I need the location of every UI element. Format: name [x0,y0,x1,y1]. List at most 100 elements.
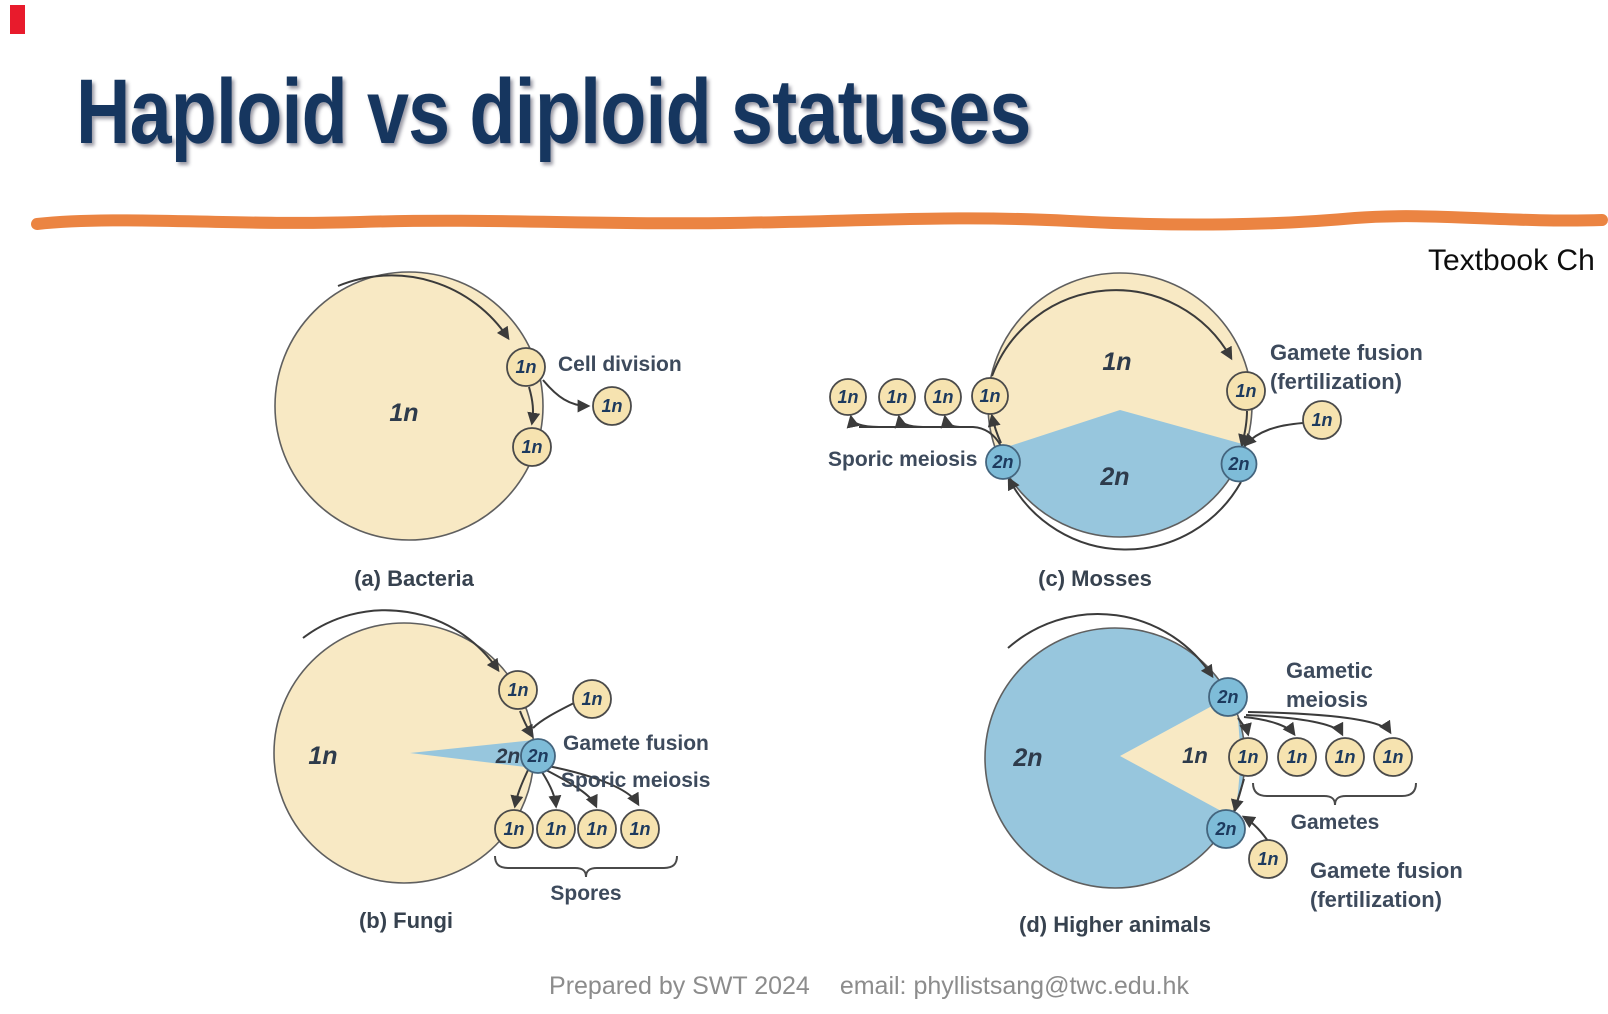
daughter-cell-label: 1n [601,396,622,416]
haploid-cycle-region [275,272,543,540]
meiosis-arrow-2 [541,771,562,809]
spore-node-4-label: 1n [979,386,1000,406]
haploid-phase-label: 1n [1102,348,1131,376]
cycle-outline [274,271,544,541]
fungi-diagram: 1n 1n 2n 1n 2n 1n 1n 1n 1n Spores Gamete… [273,609,710,933]
gamete-fusion-label-line2: (fertilization) [1270,369,1402,394]
gamete-node-1 [1228,737,1268,777]
spore-node-4 [971,377,1009,415]
spore-node-1-label: 1n [837,387,858,407]
edge-gamete-node [498,670,538,710]
fusion-arrow-edge-gamete [1238,410,1251,448]
spores-label: Spores [550,882,621,905]
free-gamete-node [1302,400,1342,440]
footer-email-label: email: phyllistsang@twc.edu.hk [839,972,1189,1000]
lower-cell-label: 1n [521,437,542,457]
meiosis-arrow-1 [510,769,529,809]
page-title: Haploid vs diploid statuses [76,61,1031,163]
spore-arrow-4 [987,413,1002,444]
gamete-node-2 [1277,737,1317,777]
gamete-node-2-label: 1n [1286,747,1307,767]
meiosis-arrow-3 [545,769,598,809]
edge-gamete-label: 1n [507,680,528,700]
diploid-cycle-arrow [1007,613,1214,679]
spore-node-3-label: 1n [932,387,953,407]
spore-node-4-label: 1n [629,819,650,839]
right-zygote-node [1220,445,1258,483]
mosses-caption: (c) Mosses [1038,566,1152,591]
spore-node-3-label: 1n [586,819,607,839]
spore-node-1-label: 1n [503,819,524,839]
spore-arrow-1 [846,414,880,429]
haploid-phase-label: 1n [1182,743,1208,768]
free-gamete-label: 1n [1257,849,1278,869]
free-gamete-label: 1n [581,689,602,709]
gamete-fusion-label-line1: Gamete fusion [1310,858,1463,883]
free-gamete-join-line [532,702,575,729]
lower-cell-node [512,427,552,467]
spore-node-2 [536,809,576,849]
spore-arrow-2 [894,414,924,429]
gametic-meiosis-label-line1: Gametic [1286,658,1373,683]
sporic-meiosis-label: Sporic meiosis [828,448,977,471]
spore-arrow-3 [940,414,961,429]
gamete-node-4-label: 1n [1382,747,1403,767]
spore-node-2-label: 1n [886,387,907,407]
free-gamete-node [572,679,612,719]
mosses-diagram: 1n 1n 1n 1n 2n 2n 1n 1n 1n 2n Sporic mei… [828,272,1423,591]
meiosis-arrow-1 [1237,717,1252,737]
spore-node-1 [829,378,867,416]
haploid-phase-label: 1n [308,742,337,770]
diploid-sporophyte-region [988,410,1252,537]
spore-node-4 [620,809,660,849]
sporic-meiosis-trunk-line [859,426,1002,447]
bacteria-caption: (a) Bacteria [354,566,475,591]
red-corner-mark [10,5,25,34]
zygote-node-label: 2n [526,746,548,766]
diploid-cycle-region [985,628,1245,888]
edge-gamete-node [1226,371,1266,411]
diploid-wedge-label: 2n [495,745,521,768]
free-gamete-node [1248,839,1288,879]
meiosis-arrow-2 [1243,716,1296,737]
zygote-node [1206,809,1246,849]
gamete-node-1-label: 1n [1237,747,1258,767]
meiosis-arrow-3 [1245,714,1344,737]
meiocyte-node [1208,677,1248,717]
gamete-fusion-label-line2: (fertilization) [1310,887,1442,912]
sporophyte-cycle-arrow [1007,476,1242,551]
gamete-fusion-label: Gamete fusion [563,732,709,755]
division-arrow-down [527,386,541,426]
orange-wavy-divider [31,210,1608,231]
diploid-wedge-region [410,740,534,768]
textbook-ref-label: Textbook Ch [1428,244,1595,277]
left-zygote-node [985,444,1021,480]
cell-division-cycle-arrow [337,274,510,341]
spore-node-3 [924,378,962,416]
spore-node-2 [878,378,916,416]
haploid-wedge-region [1120,694,1240,818]
fusion-arrow-down [1230,778,1245,813]
gametic-meiosis-label-line2: meiosis [1286,687,1368,712]
spore-node-1 [494,809,534,849]
higher-animals-caption: (d) Higher animals [1019,912,1211,937]
spore-node-2-label: 1n [545,819,566,839]
gamete-node-3-label: 1n [1334,747,1355,767]
sporic-meiosis-label: Sporic meiosis [561,769,710,792]
parent-cell-node [506,347,546,387]
gamete-fusion-label-line1: Gamete fusion [1270,340,1423,365]
spores-brace [494,855,678,878]
gamete-node-4 [1373,737,1413,777]
right-zygote-label: 2n [1227,454,1249,474]
cell-division-label: Cell division [558,353,682,376]
footer: Prepared by SWT 2024 email: phyllistsang… [549,972,1189,1001]
parent-cell-label: 1n [515,357,536,377]
higher-animals-diagram: 2n 2n 1n 1n 1n 1n 1n 2n 1n Gametic meios… [984,613,1463,937]
edge-gamete-label: 1n [1235,381,1256,401]
division-arrow-right [542,379,591,413]
fusion-arrow-down [519,710,534,739]
daughter-cell-node [592,386,632,426]
haploid-phase-label: 1n [389,399,418,427]
left-zygote-label: 2n [991,452,1013,472]
